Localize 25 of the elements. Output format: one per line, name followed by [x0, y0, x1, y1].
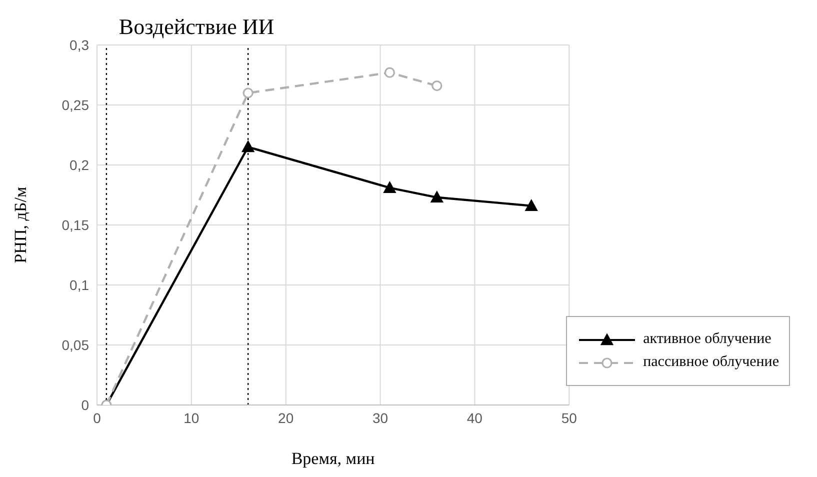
- y-axis-title: РНП, дБ/м: [11, 186, 30, 264]
- point: [384, 67, 396, 78]
- x-tick-label: 0: [93, 410, 102, 426]
- text: Воздействие ИИ: [118, 14, 274, 40]
- y-tick-label: 0,25: [62, 96, 90, 113]
- y-tick-label: 0: [81, 396, 90, 413]
- legend-label: пассивное облучение: [643, 354, 779, 371]
- point: [242, 140, 254, 152]
- y-tick-label: 0,3: [70, 36, 90, 53]
- point: [525, 200, 538, 211]
- point: [384, 182, 396, 193]
- x-tick-label: 20: [278, 410, 294, 426]
- legend-label: активное облучение: [643, 331, 772, 348]
- point: [242, 88, 254, 98]
- point: [430, 191, 444, 203]
- point: [432, 80, 442, 92]
- y-tick-label: 0,05: [62, 336, 90, 353]
- x-axis-title: Время, мин: [291, 449, 375, 468]
- y-tick-label: 0,1: [70, 276, 90, 293]
- x-tick-label: 30: [372, 410, 388, 426]
- y-tick-label: 0,2: [70, 156, 90, 173]
- x-tick-label: 10: [184, 410, 200, 426]
- x-tick-label: 40: [466, 410, 483, 426]
- y-tick-label: 0,15: [62, 216, 90, 233]
- x-tick-label: 50: [561, 410, 578, 426]
